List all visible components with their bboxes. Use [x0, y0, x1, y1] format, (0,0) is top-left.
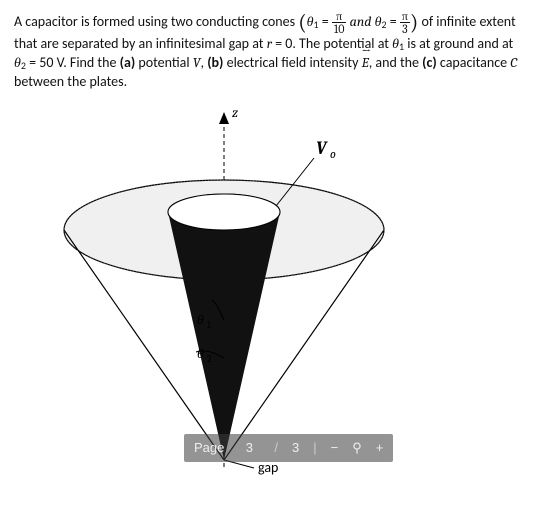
problem-text: A capacitor is formed using two conducti…	[14, 10, 524, 92]
r-var: r	[267, 35, 272, 52]
pot1-var: θ	[392, 35, 399, 52]
text: V. Find the	[53, 54, 119, 71]
cone-figure: z θ 1 θ 2 V o gap	[14, 100, 524, 480]
frac1-den: 10	[332, 23, 347, 35]
frac2: π3	[400, 10, 410, 35]
text: A capacitor is formed using two conducti…	[14, 13, 298, 30]
text: between the plates.	[14, 73, 127, 90]
theta1-sub: 1	[207, 319, 211, 331]
vo-sub: o	[330, 147, 336, 161]
page-total: 3	[292, 439, 299, 457]
theta1-sub: 1	[314, 18, 319, 31]
page-label: Page	[194, 439, 224, 457]
divider: |	[313, 439, 316, 457]
text: . The potential at	[292, 35, 392, 52]
theta1-label: θ	[197, 311, 204, 328]
frac2-den: 3	[400, 23, 410, 35]
V-var: V	[193, 54, 201, 71]
frac1: π10	[332, 10, 347, 35]
E-var: E	[362, 54, 369, 71]
eq: =	[275, 35, 285, 52]
pot2-sub: 2	[21, 59, 26, 72]
zoom-in-button[interactable]: +	[376, 439, 384, 457]
z-label: z	[232, 104, 238, 121]
eq: =	[322, 13, 332, 30]
pot2-val: 50	[39, 54, 53, 71]
vo-label: V	[316, 138, 328, 159]
page-current-input[interactable]	[238, 439, 260, 456]
figure: z θ 1 θ 2 V o gap Page / 3 | − ⚲ +	[14, 100, 524, 480]
page-sep: /	[274, 439, 278, 457]
inner-cone-body	[168, 212, 280, 460]
eq: =	[29, 54, 39, 71]
C-var: C	[510, 54, 517, 71]
eq: =	[390, 13, 400, 30]
close-paren: )	[410, 10, 418, 36]
part-b: (b)	[207, 54, 223, 71]
part-a: (a)	[120, 54, 136, 71]
zoom-icon[interactable]: ⚲	[352, 439, 362, 457]
part-c: (c)	[422, 54, 437, 71]
text: capacitance	[437, 54, 511, 71]
inner-cone-mouth-over	[168, 194, 280, 230]
text: is at ground and at	[404, 35, 513, 52]
zoom-out-button[interactable]: −	[331, 439, 339, 457]
pot2-var: θ	[14, 54, 21, 71]
comma: , and the	[369, 54, 422, 71]
theta2-label: θ	[197, 345, 204, 362]
theta1-var: θ	[307, 13, 314, 30]
open-paren: (	[298, 10, 306, 36]
and: and	[350, 13, 375, 30]
text: electrical field intensity	[223, 54, 361, 71]
text: potential	[135, 54, 193, 71]
z-arrowhead	[219, 112, 229, 124]
theta2-sub: 2	[207, 353, 212, 365]
pdf-toolbar: Page / 3 | − ⚲ +	[184, 434, 393, 462]
theta2-sub: 2	[381, 18, 386, 31]
